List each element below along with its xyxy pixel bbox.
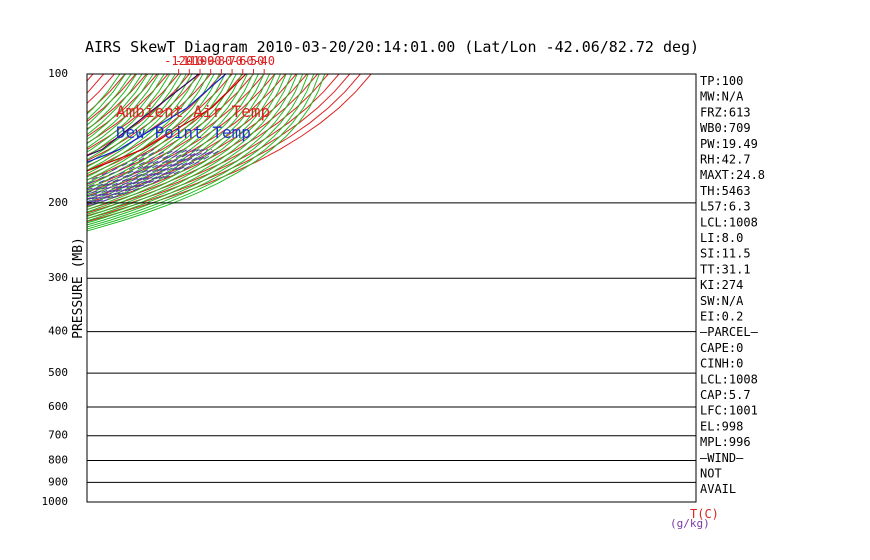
isotherm-line: [87, 74, 115, 105]
y-axis-label: PRESSURE (MB): [71, 237, 86, 339]
legend: Ambient Air Temp Dew Point Temp: [116, 102, 270, 142]
top-tick-label: -120: [164, 54, 193, 68]
legend-item: Dew Point Temp: [116, 123, 251, 142]
stat-item: TT:31.1: [700, 262, 751, 276]
stat-item: MW:N/A: [700, 90, 744, 104]
dry-adiabat-line: [87, 74, 126, 121]
stat-item: MPL:996: [700, 435, 751, 449]
stat-item: FRZ:613: [700, 105, 751, 119]
dry-adiabat-line: [87, 74, 121, 115]
stat-item: CINH:0: [700, 357, 743, 371]
stat-item: NOT: [700, 467, 722, 481]
stat-item: PW:19.49: [700, 137, 758, 151]
stat-item: —PARCEL—: [700, 325, 759, 339]
stat-item: LFC:1001: [700, 404, 758, 418]
pressure-tick-label: 800: [48, 454, 68, 467]
stat-item: CAPE:0: [700, 341, 743, 355]
pressure-tick-label: 500: [48, 366, 68, 379]
pressure-tick-label: 300: [48, 271, 68, 284]
top-tick-label: -60: [232, 54, 254, 68]
chart-title: AIRS SkewT Diagram 2010-03-20/20:14:01.0…: [85, 38, 699, 56]
stat-item: EL:998: [700, 419, 743, 433]
stat-item: CAP:5.7: [700, 388, 751, 402]
stat-item: AVAIL: [700, 482, 736, 496]
stat-item: EI:0.2: [700, 310, 743, 324]
stat-item: —WIND—: [700, 451, 744, 465]
pressure-tick-label: 400: [48, 325, 68, 338]
stat-item: RH:42.7: [700, 153, 751, 167]
top-tick-label: -40: [253, 54, 275, 68]
top-tick-label: -90: [200, 54, 222, 68]
top-tick-label: -50: [243, 54, 265, 68]
legend-item: Ambient Air Temp: [116, 102, 270, 121]
bottom-axis: -50-40-30-20-1001020300.10.20.511.523468…: [670, 507, 719, 530]
stat-item: TP:100: [700, 74, 743, 88]
pressure-tick-label: 600: [48, 400, 68, 413]
stat-item: LI:8.0: [700, 231, 743, 245]
stat-item: LCL:1008: [700, 215, 758, 229]
top-axis: -120-110-100-90-80-70-60-50-40: [164, 54, 275, 74]
pressure-tick-label: 200: [48, 196, 68, 209]
stat-item: SI:11.5: [700, 247, 751, 261]
top-tick-label: -80: [211, 54, 233, 68]
stat-item: MAXT:24.8: [700, 168, 765, 182]
top-tick-label: -110: [175, 54, 204, 68]
top-tick-label: -100: [186, 54, 215, 68]
plot-frame: [86, 73, 697, 503]
stat-item: SW:N/A: [700, 294, 744, 308]
pressure-tick-label: 100: [48, 67, 68, 80]
top-tick-label: -70: [221, 54, 243, 68]
pressure-tick-label: 700: [48, 429, 68, 442]
pressure-tick-label: 900: [48, 475, 68, 488]
mixing-unit-label: (g/kg): [670, 517, 710, 530]
temp-unit-label: T(C): [690, 507, 719, 521]
stat-item: WB0:709: [700, 121, 751, 135]
stat-item: KI:274: [700, 278, 743, 292]
stat-item: L57:6.3: [700, 200, 751, 214]
pressure-tick-label: 1000: [42, 495, 69, 508]
stat-item: TH:5463: [700, 184, 751, 198]
pressure-axis: 100 200 300 400 500 600 700 800 900 1000: [42, 67, 69, 508]
stat-item: LCL:1008: [700, 372, 758, 386]
